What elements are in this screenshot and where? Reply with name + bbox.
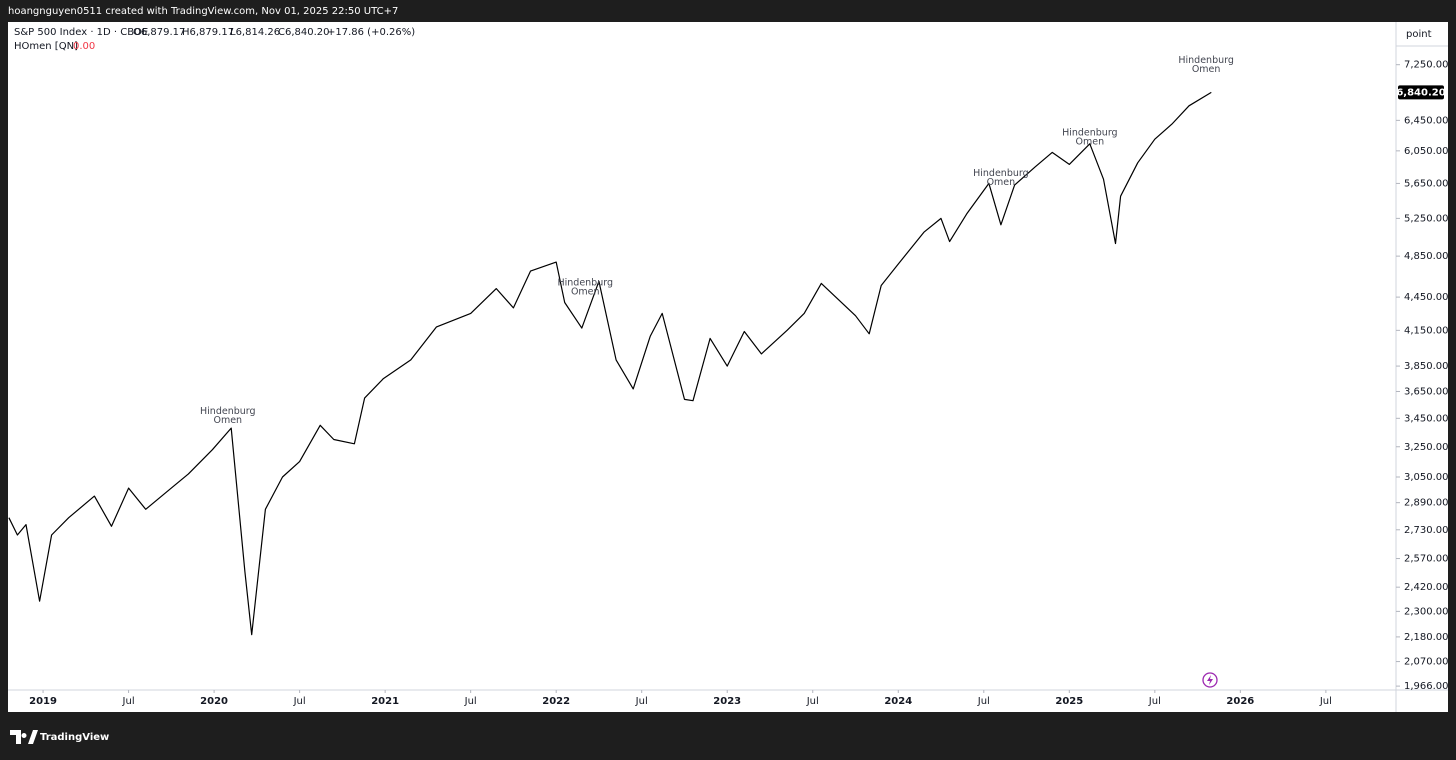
- x-tick-label: 2025: [1055, 696, 1083, 707]
- chart-area: [8, 22, 1448, 712]
- annotation-text: Omen: [987, 177, 1016, 188]
- last-price-box: [1398, 85, 1444, 100]
- brand: TradingView: [40, 732, 109, 743]
- low: L6,814.26: [230, 27, 280, 38]
- y-tick-label: 3,650.00: [1404, 386, 1449, 397]
- x-tick-label: Jul: [464, 696, 477, 707]
- alert-icon[interactable]: [1202, 672, 1218, 688]
- y-tick-label: 6,050.00: [1404, 146, 1449, 157]
- x-tick-label: 2019: [29, 696, 57, 707]
- logo[interactable]: TradingView: [10, 730, 109, 744]
- y-tick-label: 2,570.00: [1404, 554, 1449, 565]
- y-tick-label: 5,250.00: [1404, 213, 1449, 224]
- annotation-text: Hindenburg: [1178, 55, 1234, 66]
- annotation-text: Hindenburg: [973, 168, 1029, 179]
- alert-bolt: [1207, 675, 1213, 685]
- y-tick-label: 2,420.00: [1404, 582, 1449, 593]
- annotation-text: Omen: [1076, 136, 1105, 147]
- last-price-label: 6,840.20: [1396, 87, 1445, 98]
- x-tick-label: 2022: [542, 696, 570, 707]
- x-tick-label: Jul: [293, 696, 306, 707]
- x-tick-label: 2026: [1226, 696, 1254, 707]
- y-tick-label: 5,650.00: [1404, 178, 1449, 189]
- y-tick-label: 2,300.00: [1404, 606, 1449, 617]
- high: H6,879.17: [182, 27, 234, 38]
- indicator-value: 0.00: [73, 41, 95, 52]
- y-tick-label: 2,890.00: [1404, 498, 1449, 509]
- x-tick-label: 2023: [713, 696, 741, 707]
- y-tick-label: 3,850.00: [1404, 361, 1449, 372]
- change: +17.86 (+0.26%): [327, 27, 415, 38]
- x-tick-label: Jul: [635, 696, 648, 707]
- y-tick-label: 4,850.00: [1404, 251, 1449, 262]
- logo-mark: [10, 730, 38, 744]
- y-tick-label: 3,250.00: [1404, 442, 1449, 453]
- indicator-name: HOmen [QN]: [14, 41, 78, 52]
- y-tick-label: 2,180.00: [1404, 632, 1449, 643]
- close: C6,840.20: [278, 27, 330, 38]
- scale-unit[interactable]: point: [1406, 29, 1432, 40]
- credit: hoangnguyen0511 created with TradingView…: [8, 6, 398, 17]
- y-tick-label: 2,730.00: [1404, 525, 1449, 536]
- annotation-text: Omen: [571, 287, 600, 298]
- y-tick-label: 2,070.00: [1404, 657, 1449, 668]
- x-tick-label: Jul: [122, 696, 135, 707]
- y-tick-label: 4,150.00: [1404, 325, 1449, 336]
- x-tick-label: Jul: [1148, 696, 1161, 707]
- open: O6,879.17: [133, 27, 185, 38]
- annotation-text: Hindenburg: [200, 406, 256, 417]
- x-tick-label: Jul: [806, 696, 819, 707]
- x-tick-label: 2024: [884, 696, 912, 707]
- annotation-text: Hindenburg: [557, 278, 613, 289]
- y-tick-label: 3,050.00: [1404, 472, 1449, 483]
- y-tick-label: 1,966.00: [1404, 681, 1449, 692]
- y-tick-label: 6,450.00: [1404, 115, 1449, 126]
- y-tick-label: 7,250.00: [1404, 60, 1449, 71]
- x-tick-label: 2021: [371, 696, 399, 707]
- price-line: [8, 91, 1212, 636]
- x-tick-label: Jul: [977, 696, 990, 707]
- annotation-text: Omen: [213, 415, 242, 426]
- y-tick-label: 3,450.00: [1404, 413, 1449, 424]
- x-tick-label: 2020: [200, 696, 228, 707]
- annotation-text: Omen: [1192, 64, 1221, 75]
- symbol: S&P 500 Index · 1D · CBOE: [14, 27, 148, 38]
- y-tick-label: 4,450.00: [1404, 292, 1449, 303]
- x-tick-label: Jul: [1319, 696, 1332, 707]
- annotation-text: Hindenburg: [1062, 127, 1118, 138]
